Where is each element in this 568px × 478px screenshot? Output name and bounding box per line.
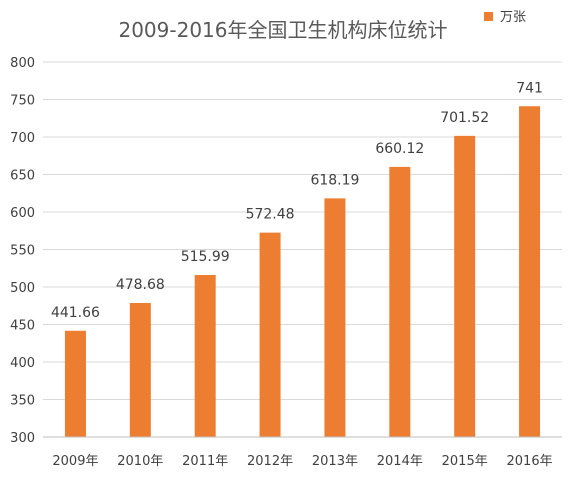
x-tick-label: 2010年 bbox=[117, 454, 163, 469]
bar bbox=[324, 198, 346, 437]
bar bbox=[519, 106, 541, 437]
data-label: 515.99 bbox=[181, 249, 230, 265]
gridlines bbox=[43, 61, 562, 400]
legend: 万张 bbox=[484, 10, 526, 25]
bar bbox=[259, 232, 281, 437]
y-tick-label: 450 bbox=[10, 319, 35, 334]
y-tick-label: 700 bbox=[10, 131, 35, 146]
x-axis: 2009年 2010年 2011年 2012年 2013年 2014年 2015年 2016年 bbox=[43, 436, 562, 469]
legend-swatch bbox=[484, 12, 493, 21]
data-label: 441.66 bbox=[51, 305, 100, 321]
y-tick-label: 300 bbox=[10, 431, 35, 446]
x-tick-label: 2016年 bbox=[507, 454, 553, 469]
bar bbox=[64, 330, 86, 437]
y-tick-label: 600 bbox=[10, 206, 35, 221]
data-labels: 441.66 478.68 515.99 572.48 618.19 660.12 701.… bbox=[51, 80, 543, 321]
y-tick-label: 800 bbox=[10, 56, 35, 71]
y-tick-label: 350 bbox=[10, 394, 35, 409]
bar bbox=[389, 166, 411, 437]
y-tick-label: 500 bbox=[10, 281, 35, 296]
y-tick-label: 650 bbox=[10, 169, 35, 184]
bar bbox=[194, 275, 216, 437]
legend-label: 万张 bbox=[500, 10, 526, 25]
y-tick-label: 750 bbox=[10, 94, 35, 109]
data-label: 572.48 bbox=[246, 207, 295, 223]
y-tick-label: 550 bbox=[10, 244, 35, 259]
y-axis: 300 350 400 450 500 550 600 650 700 750 800 bbox=[10, 56, 35, 446]
data-label: 478.68 bbox=[116, 277, 165, 293]
bars bbox=[64, 106, 541, 438]
x-tick-label: 2014年 bbox=[377, 454, 423, 469]
data-label: 701.52 bbox=[440, 110, 489, 126]
bar bbox=[454, 135, 476, 438]
chart-title: 2009-2016年全国卫生机构床位统计 bbox=[118, 18, 447, 42]
x-tick-label: 2011年 bbox=[182, 454, 228, 469]
x-tick-label: 2012年 bbox=[247, 454, 293, 469]
data-label: 618.19 bbox=[310, 172, 359, 188]
x-tick-label: 2009年 bbox=[52, 454, 98, 469]
y-tick-label: 400 bbox=[10, 356, 35, 371]
data-label: 741 bbox=[516, 80, 543, 96]
data-label: 660.12 bbox=[375, 141, 424, 157]
bar bbox=[129, 302, 151, 437]
x-tick-label: 2013年 bbox=[312, 454, 358, 469]
x-tick-label: 2015年 bbox=[442, 454, 488, 469]
